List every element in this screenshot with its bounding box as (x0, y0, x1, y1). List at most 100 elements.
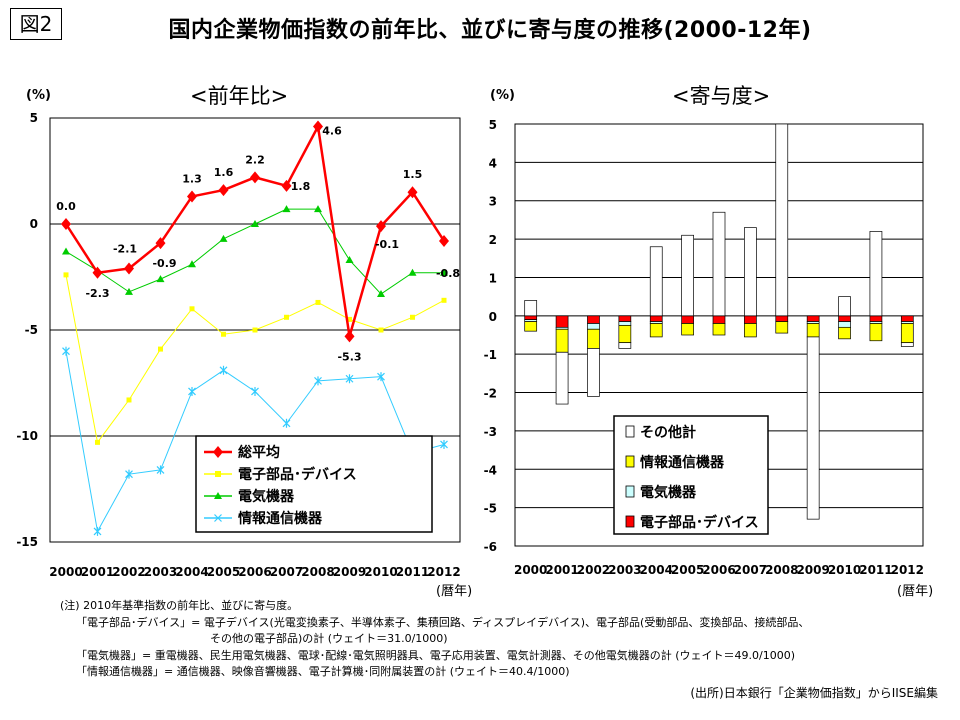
data-point (284, 314, 289, 320)
data-point (441, 297, 447, 303)
data-point (282, 418, 291, 428)
data-point (221, 331, 226, 337)
left-x-tick-label: 2009 (333, 565, 366, 579)
bar-segment-情報通信機器 (649, 323, 663, 338)
data-label: -0.1 (375, 238, 399, 251)
data-point (408, 268, 417, 276)
left-y-tick-label: 5 (30, 111, 38, 125)
bar-segment-電子部品･デバイス (744, 315, 757, 324)
bar-segment-その他計 (869, 231, 883, 317)
left-y-unit: (%) (26, 88, 51, 103)
bar-segment-情報通信機器 (838, 326, 851, 340)
right-y-tick-label: 3 (489, 195, 497, 209)
data-label: 1.8 (291, 180, 311, 193)
data-label: 0.0 (56, 200, 76, 213)
bar-segment-その他計 (806, 336, 820, 520)
note-line: 「電子部品･デバイス」= 電子デバイス(光電変換素子、半導体素子、集積回路、ディ… (76, 615, 810, 629)
bar-segment-情報通信機器 (806, 323, 820, 338)
right-y-tick-label: -3 (484, 425, 497, 439)
legend-swatch (625, 515, 635, 528)
legend-label: 電気機器 (238, 488, 295, 505)
data-point (314, 376, 322, 386)
right-chart-subtitle: <寄与度> (672, 84, 771, 108)
legend-swatch (625, 485, 635, 498)
data-label: -2.3 (85, 287, 109, 300)
note-line: その他の電子部品)の計 (ウェイト＝31.0/1000) (210, 632, 448, 645)
left-x-tick-label: 2011 (396, 565, 429, 579)
bar-segment-情報通信機器 (869, 323, 883, 342)
bar-segment-その他計 (618, 342, 632, 349)
legend-label: 総平均 (238, 444, 280, 461)
legend-label: 電子部品･デバイス (640, 514, 759, 531)
data-point (219, 365, 228, 375)
bar-segment-その他計 (838, 296, 851, 317)
data-point (251, 220, 259, 227)
data-point (315, 299, 321, 305)
note-line: 「情報通信機器」= 通信機器、映像音響機器、電子計算機･同附属装置の計 (ウェイ… (76, 665, 570, 678)
data-point (62, 346, 70, 356)
data-point (440, 439, 448, 449)
left-x-tick-label: 2002 (112, 565, 145, 579)
bar-segment-電気機器 (838, 321, 851, 328)
bar-segment-その他計 (587, 348, 600, 397)
right-x-tick-label: 2006 (702, 563, 735, 577)
legend-label: 電気機器 (640, 484, 697, 501)
bar-segment-情報通信機器 (681, 323, 694, 336)
bar-segment-電子部品･デバイス (618, 315, 632, 322)
legend-swatch (625, 425, 635, 438)
source-credit: (出所)日本銀行「企業物価指数」からIISE編集 (690, 686, 938, 700)
data-point (252, 327, 258, 333)
legend-label: 電子部品･デバイス (238, 466, 357, 483)
data-point (345, 256, 354, 264)
data-point (377, 372, 385, 382)
data-label: 1.3 (182, 172, 202, 185)
data-point (126, 397, 132, 403)
bar-segment-電子部品･デバイス (587, 315, 600, 324)
legend-label: その他計 (640, 424, 696, 441)
bar-segment-電子部品･デバイス (806, 315, 820, 322)
left-chart-subtitle: <前年比> (190, 84, 289, 108)
data-point (407, 186, 418, 199)
data-point (125, 287, 133, 295)
right-y-tick-label: 5 (489, 118, 497, 132)
left-y-tick-label: -15 (16, 535, 38, 549)
data-point (188, 260, 196, 268)
right-x-tick-label: 2002 (577, 563, 610, 577)
data-label: -5.3 (337, 350, 361, 363)
data-point (251, 386, 259, 396)
main-title: 国内企業物価指数の前年比、並びに寄与度の推移(2000-12年) (168, 18, 812, 43)
right-y-tick-label: -6 (484, 540, 497, 554)
bar-segment-電子部品･デバイス (900, 315, 914, 322)
data-point (124, 262, 134, 275)
bar-segment-電子部品･デバイス (712, 315, 726, 324)
bar-segment-情報通信機器 (618, 325, 632, 344)
note-line: (注) 2010年基準指数の前年比、並びに寄与度。 (60, 599, 299, 612)
data-point (156, 275, 165, 283)
right-x-tick-label: 2012 (891, 563, 924, 577)
left-x-tick-label: 2008 (301, 565, 334, 579)
right-y-tick-label: 2 (489, 233, 497, 247)
bar-segment-その他計 (555, 351, 569, 405)
data-point (439, 234, 449, 247)
data-point (410, 314, 415, 320)
left-x-tick-label: 2003 (144, 565, 177, 579)
data-point (92, 266, 103, 279)
bar-segment-電子部品･デバイス (524, 315, 538, 321)
data-point (219, 234, 228, 242)
bar-segment-情報通信機器 (555, 328, 569, 353)
left-x-tick-label: 2010 (364, 565, 397, 579)
right-x-tick-label: 2010 (828, 563, 861, 577)
notes: (注) 2010年基準指数の前年比、並びに寄与度。 「電子部品･デバイス」= 電… (60, 598, 809, 681)
right-x-tick-label: 2004 (640, 563, 673, 577)
bar-segment-その他計 (900, 342, 914, 347)
left-legend-box (195, 435, 433, 533)
data-label: 1.6 (214, 166, 234, 179)
left-x-tick-label: 2004 (175, 565, 208, 579)
data-point (155, 237, 166, 250)
legend-marker (215, 471, 221, 477)
bar-segment-情報通信機器 (775, 321, 789, 334)
data-label: 2.2 (245, 153, 265, 166)
bar-segment-情報通信機器 (524, 321, 538, 332)
data-point (250, 171, 260, 184)
